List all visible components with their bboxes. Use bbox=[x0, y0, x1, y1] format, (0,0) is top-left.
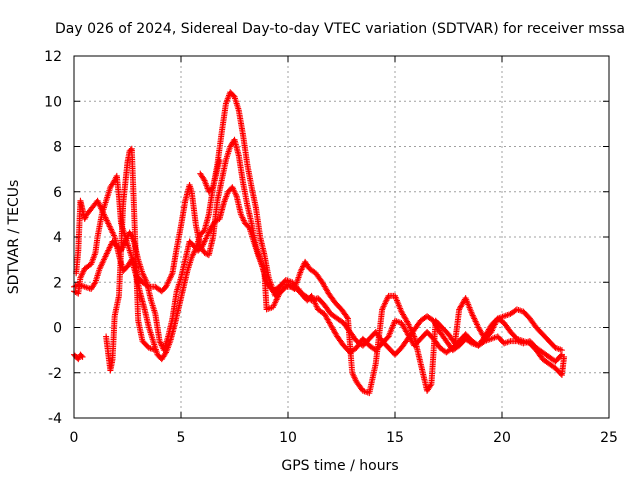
plot-area bbox=[71, 89, 568, 397]
y-tick-label: -4 bbox=[48, 411, 62, 427]
data-point-series-d bbox=[152, 347, 159, 354]
chart-title: Day 026 of 2024, Sidereal Day-to-day VTE… bbox=[55, 21, 625, 37]
y-tick-label: -2 bbox=[48, 366, 62, 382]
y-tick-label: 4 bbox=[53, 230, 62, 246]
y-axis-label: SDTVAR / TECUs bbox=[6, 180, 22, 295]
x-tick-label: 15 bbox=[386, 430, 404, 446]
data-point-series-a bbox=[557, 352, 564, 359]
data-point-series-c bbox=[427, 382, 434, 389]
data-point-series-d bbox=[79, 353, 86, 360]
data-point-series-b bbox=[558, 347, 565, 354]
x-axis-label: GPS time / hours bbox=[281, 458, 398, 474]
grid bbox=[74, 56, 609, 418]
y-tick-label: 10 bbox=[44, 94, 62, 110]
y-tick-label: 12 bbox=[44, 49, 62, 65]
y-tick-label: 6 bbox=[53, 185, 62, 201]
y-tick-label: 2 bbox=[53, 275, 62, 291]
data-point-series-c bbox=[344, 314, 351, 321]
x-tick-label: 20 bbox=[493, 430, 511, 446]
y-tick-label: 0 bbox=[53, 321, 62, 337]
x-tick-label: 5 bbox=[177, 430, 186, 446]
x-tick-label: 0 bbox=[70, 430, 79, 446]
plot-frame bbox=[73, 55, 610, 419]
data-point-series-d bbox=[216, 157, 223, 164]
x-tick-label: 25 bbox=[600, 430, 618, 446]
data-point-series-c bbox=[561, 353, 568, 360]
data-point-series-b bbox=[91, 280, 98, 287]
x-tick-label: 10 bbox=[279, 430, 297, 446]
y-tick-label: 8 bbox=[53, 140, 62, 156]
data-point-series-d bbox=[78, 352, 85, 359]
